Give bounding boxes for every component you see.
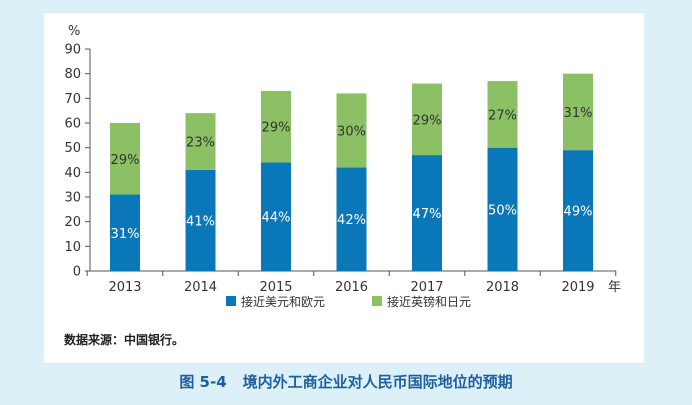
data-label: 31%	[111, 227, 140, 242]
y-tick-label: 40	[64, 166, 81, 181]
bar-usd-eur	[563, 150, 593, 271]
data-label: 29%	[262, 121, 291, 136]
data-label: 47%	[413, 207, 442, 222]
x-axis-unit: 年	[608, 280, 621, 295]
bar-usd-eur	[412, 155, 442, 271]
legend-swatch	[226, 296, 236, 306]
bar-usd-eur	[185, 169, 216, 271]
legend-label: 接近英镑和日元	[387, 294, 471, 309]
figure-title: 境内外工商企业对人民币国际地位的预期	[242, 373, 513, 391]
y-tick-label: 60	[64, 117, 81, 132]
data-label: 31%	[564, 106, 593, 121]
bar-gbp-jpy	[185, 113, 216, 170]
bar-usd-eur	[487, 147, 518, 271]
data-label: 27%	[488, 108, 517, 123]
bar-gbp-jpy	[110, 123, 140, 195]
y-tick-label: 90	[64, 43, 81, 58]
legend-swatch	[372, 296, 382, 306]
data-label: 50%	[488, 203, 517, 218]
x-tick-label: 2015	[259, 280, 292, 295]
x-tick-label: 2019	[561, 280, 594, 295]
stacked-bar-chart: 0 10 20 30 40 50 60 70 80 90% 2013 31% 29% 2014 41% 23%…	[64, 24, 621, 309]
bar-gbp-jpy	[412, 83, 442, 156]
y-tick-label: 80	[64, 67, 81, 82]
data-label: 49%	[564, 205, 593, 220]
data-label: 29%	[111, 153, 140, 168]
bar-usd-eur	[261, 162, 291, 271]
data-label: 41%	[186, 214, 215, 229]
chart-panel: 0 10 20 30 40 50 60 70 80 90% 2013 31% 29% 2014 41% 23%…	[44, 13, 644, 363]
y-tick-label: 20	[64, 215, 81, 230]
x-tick-label: 2013	[108, 280, 141, 295]
data-label: 44%	[262, 211, 291, 226]
y-tick-label: 10	[64, 240, 81, 255]
figure-number: 图 5-4	[179, 373, 227, 391]
y-tick-label: 50	[64, 141, 81, 156]
y-tick-label: 0	[73, 265, 81, 280]
y-tick-label: 70	[64, 92, 81, 107]
data-label: 42%	[337, 213, 366, 228]
bar-gbp-jpy	[261, 90, 291, 163]
bar-gbp-jpy	[563, 73, 593, 151]
bar-usd-eur	[336, 167, 367, 271]
y-axis-unit: %	[68, 24, 80, 39]
figure-caption: 图 5-4 境内外工商企业对人民币国际地位的预期	[0, 371, 692, 392]
legend-label: 接近美元和欧元	[241, 294, 325, 309]
data-label: 30%	[337, 124, 366, 139]
x-tick-label: 2016	[335, 280, 368, 295]
data-label: 23%	[186, 136, 215, 151]
source-note: 数据来源：中国银行。	[64, 333, 185, 347]
x-tick-label: 2017	[410, 280, 443, 295]
data-label: 29%	[413, 113, 442, 128]
y-tick-label: 30	[64, 191, 81, 206]
x-tick-label: 2018	[486, 280, 519, 295]
bar-gbp-jpy	[487, 81, 518, 148]
x-tick-label: 2014	[184, 280, 217, 295]
bar-usd-eur	[110, 194, 140, 271]
bar-gbp-jpy	[336, 93, 367, 168]
